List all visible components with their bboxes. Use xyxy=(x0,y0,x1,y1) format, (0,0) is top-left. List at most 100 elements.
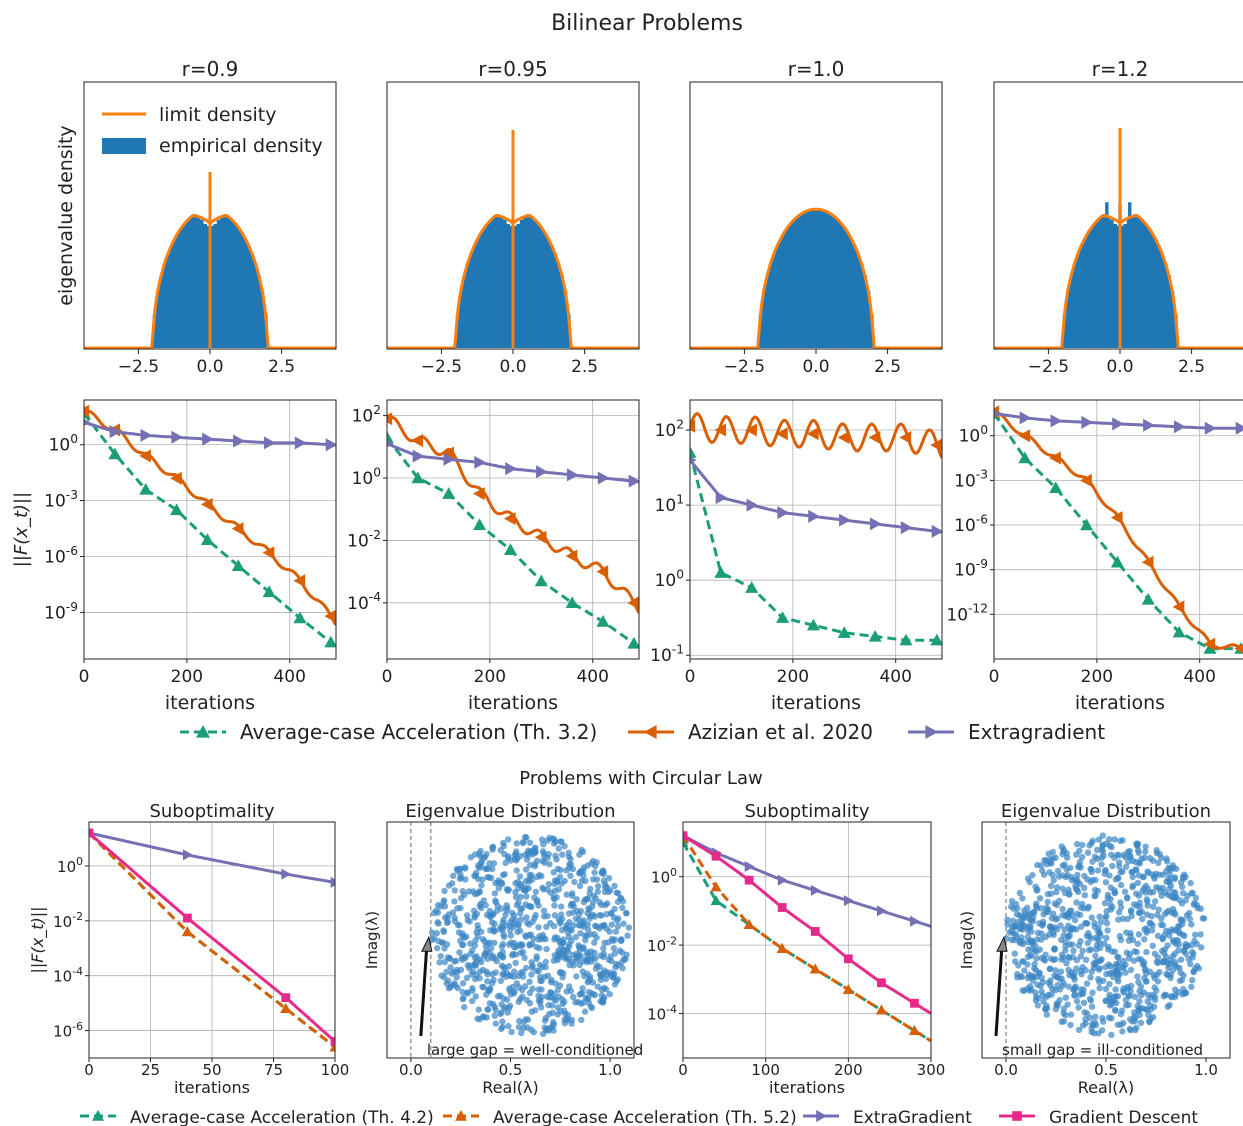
eigenvalue-point xyxy=(1126,1025,1134,1033)
eigenvalue-point xyxy=(499,1018,506,1025)
histogram-bar xyxy=(216,219,221,348)
eigenvalue-point xyxy=(440,898,447,906)
series-line xyxy=(89,831,335,884)
data-point-marker xyxy=(281,993,291,1003)
eigenvalue-point xyxy=(1109,862,1116,870)
eigenvalue-point xyxy=(612,964,619,971)
eigenvalue-point xyxy=(1112,986,1119,993)
y-tick-label: 100 xyxy=(959,423,988,447)
data-point-marker xyxy=(1172,625,1186,638)
eigenvalue-point xyxy=(563,924,570,931)
eigenvalue-point xyxy=(533,898,541,906)
eigenvalue-point xyxy=(584,957,591,964)
histogram-bar xyxy=(152,314,157,348)
eigenvalue-point xyxy=(1088,935,1095,942)
histogram-bar xyxy=(816,209,820,348)
eigenvalue-point xyxy=(459,988,466,996)
eigenvalue-point xyxy=(1134,940,1142,947)
eigenvalue-point xyxy=(579,921,587,929)
histogram-bar xyxy=(1105,202,1109,348)
histogram-bar xyxy=(475,238,480,348)
x-axis-label: iterations xyxy=(771,692,861,714)
histogram-bar xyxy=(536,223,541,348)
data-point-marker xyxy=(1235,421,1243,435)
eigenvalue-point xyxy=(625,924,633,931)
eigenvalue-point xyxy=(611,882,618,890)
panel-title: Suboptimality xyxy=(149,801,274,822)
eigenvalue-point xyxy=(589,903,596,910)
eigenvalue-point xyxy=(1026,878,1033,886)
eigenvalue-point xyxy=(1123,929,1130,936)
eigenvalue-point xyxy=(1158,892,1165,899)
y-axis-label: ||F(x_t)|| xyxy=(28,907,48,974)
histogram-bar xyxy=(829,214,834,348)
eigenvalue-point xyxy=(465,888,473,895)
scatter-points xyxy=(429,833,633,1038)
eigenvalue-point xyxy=(559,940,567,947)
eigenvalue-point xyxy=(543,945,550,953)
eigenvalue-point xyxy=(566,919,573,926)
data-point-marker xyxy=(690,419,696,433)
eigenvalue-point xyxy=(516,1017,523,1025)
legend-label: Azizian et al. 2020 xyxy=(688,720,873,744)
data-point-marker xyxy=(1019,411,1032,425)
eigenvalue-point xyxy=(1059,885,1066,892)
data-point-marker xyxy=(140,428,153,442)
eigenvalue-point xyxy=(1194,962,1201,970)
y-axis-label: ||F(x_t)|| xyxy=(11,492,32,567)
eigenvalue-point xyxy=(1073,998,1081,1005)
eigenvalue-point xyxy=(473,929,480,936)
eigenvalue-point xyxy=(1111,854,1118,861)
histogram-bar xyxy=(765,275,770,348)
data-point-marker xyxy=(1143,418,1155,432)
eigenvalue-point xyxy=(588,860,595,867)
eigenvalue-point xyxy=(1143,925,1150,932)
eigenvalue-point xyxy=(484,955,491,962)
eigenvalue-point xyxy=(478,859,485,866)
histogram-bar xyxy=(550,245,554,348)
eigenvalue-point xyxy=(1164,1003,1172,1010)
x-tick-label: 0 xyxy=(678,1061,688,1079)
y-tick-label: 10-6 xyxy=(954,512,988,536)
histogram-bar xyxy=(1153,238,1158,348)
data-point-marker xyxy=(808,509,820,523)
eigenvalue-point xyxy=(1117,881,1125,889)
eigenvalue-point xyxy=(488,919,496,926)
eigenvalue-point xyxy=(561,998,568,1005)
annotation-arrowhead xyxy=(996,935,1008,952)
eigenvalue-point xyxy=(1014,971,1021,978)
eigenvalue-point xyxy=(1084,905,1092,912)
histogram-bar xyxy=(1086,232,1091,348)
eigenvalue-point xyxy=(1071,991,1078,998)
eigenvalue-point xyxy=(1127,988,1134,995)
x-tick-label: 0 xyxy=(382,667,393,687)
x-tick-label: 0 xyxy=(989,667,1000,687)
series-line xyxy=(683,834,931,1043)
x-tick-label: 200 xyxy=(834,1061,863,1079)
eigenvalue-point xyxy=(1067,1011,1075,1018)
eigenvalue-point xyxy=(613,977,620,984)
eigenvalue-point xyxy=(1077,953,1085,960)
eigenvalue-point xyxy=(1095,924,1102,932)
y-tick-label: 100 xyxy=(651,866,677,887)
eigenvalue-point xyxy=(1116,909,1123,916)
eigenvalue-point xyxy=(454,984,461,992)
eigenvalue-point xyxy=(539,857,546,865)
eigenvalue-point xyxy=(501,933,508,940)
eigenvalue-point xyxy=(1077,923,1085,930)
eigenvalue-point xyxy=(1025,946,1032,953)
eigenvalue-point xyxy=(518,1029,525,1037)
y-tick-label: 10-6 xyxy=(53,1020,83,1041)
eigenvalue-point xyxy=(1153,850,1161,857)
histogram-bar xyxy=(1167,275,1171,348)
histogram-bar xyxy=(513,225,517,348)
eigenvalue-point xyxy=(1032,902,1040,910)
eigenvalue-point xyxy=(1074,871,1081,879)
eigenvalue-point xyxy=(1140,961,1147,968)
eigenvalue-point xyxy=(566,961,573,969)
data-point-marker xyxy=(842,984,854,994)
y-tick-label: 10-2 xyxy=(347,528,381,552)
eigenvalue-point xyxy=(513,840,520,847)
eigenvalue-point xyxy=(1033,955,1040,962)
